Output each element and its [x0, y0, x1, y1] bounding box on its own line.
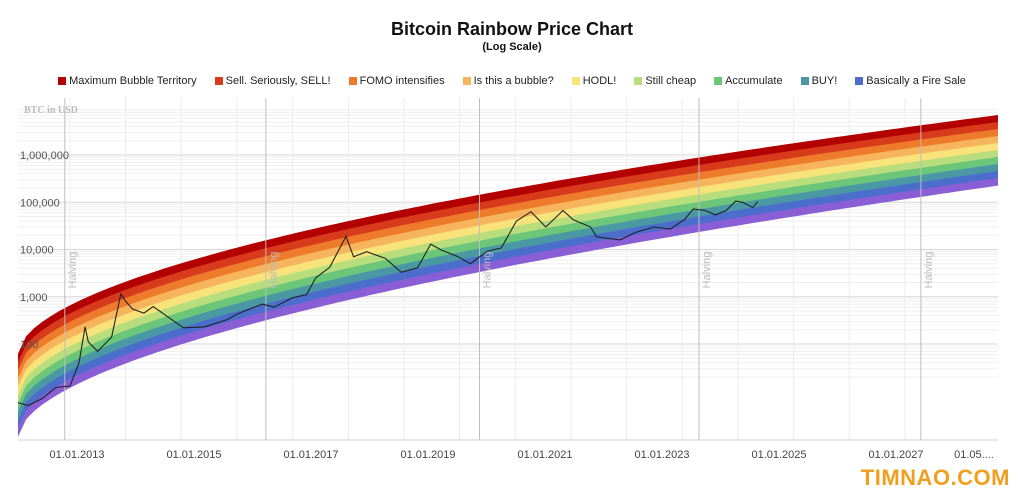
- x-tick-label: 01.01.2027: [868, 449, 923, 461]
- watermark: TIMNAO.COM: [860, 465, 1010, 490]
- halving-label: Halving: [67, 252, 79, 289]
- legend-label: Accumulate: [725, 75, 783, 87]
- legend-swatch: [800, 77, 809, 85]
- legend-label: Is this a bubble?: [473, 75, 554, 87]
- legend-swatch: [214, 77, 223, 85]
- halving-label: Halving: [268, 252, 280, 289]
- halving-label: Halving: [923, 252, 935, 289]
- legend-item-accumulate[interactable]: Accumulate: [714, 75, 783, 87]
- legend-item-still-cheap[interactable]: Still cheap: [634, 75, 696, 87]
- x-tick-label: 01.01.2021: [517, 449, 572, 461]
- y-tick-label: 100: [20, 339, 38, 351]
- y-tick-label: 100,000: [20, 197, 60, 209]
- y-tick-label: 10,000: [20, 245, 54, 257]
- x-tick-label: 01.01.2013: [49, 449, 104, 461]
- x-tick-label: 01.01.2019: [400, 449, 455, 461]
- halving-label: Halving: [701, 252, 713, 289]
- legend-swatch: [571, 77, 580, 85]
- x-tick-label: 01.01.2023: [634, 449, 689, 461]
- legend-label: Still cheap: [645, 75, 697, 87]
- legend-swatch: [348, 77, 357, 85]
- chart-subtitle: (Log Scale): [482, 41, 542, 53]
- legend-item-fire-sale[interactable]: Basically a Fire Sale: [855, 75, 966, 87]
- x-tick-label: 01.01.2025: [751, 449, 806, 461]
- legend-item-maximum-bubble[interactable]: Maximum Bubble Territory: [58, 75, 197, 87]
- y-tick-label: 1,000: [20, 292, 48, 304]
- y-tick-label: 1,000,000: [20, 150, 69, 162]
- legend: Maximum Bubble Territory Sell. Seriously…: [0, 75, 1024, 87]
- legend-label: FOMO intensifies: [359, 75, 445, 87]
- legend-swatch: [58, 77, 67, 85]
- legend-label: Sell. Seriously, SELL!: [225, 75, 331, 87]
- x-tick-label: 01.01.2015: [166, 449, 221, 461]
- x-tick-label: 01.01.2017: [283, 449, 338, 461]
- legend-label: Basically a Fire Sale: [866, 75, 966, 87]
- legend-swatch: [462, 77, 471, 85]
- legend-label: BUY!: [811, 75, 838, 87]
- legend-item-sell[interactable]: Sell. Seriously, SELL!: [214, 75, 331, 87]
- legend-swatch: [634, 77, 643, 85]
- legend-item-buy[interactable]: BUY!: [800, 75, 838, 87]
- legend-item-hodl[interactable]: HODL!: [571, 75, 617, 87]
- halving-label: Halving: [482, 252, 494, 289]
- x-tick-label: 01.05....: [954, 449, 994, 461]
- price-line: [18, 200, 759, 407]
- chart-title: Bitcoin Rainbow Price Chart: [390, 19, 634, 39]
- legend-item-fomo[interactable]: FOMO intensifies: [348, 75, 445, 87]
- legend-swatch: [855, 77, 864, 85]
- legend-swatch: [714, 77, 723, 85]
- y-axis-title: BTC in USD: [24, 105, 78, 116]
- legend-item-bubble-question[interactable]: Is this a bubble?: [462, 75, 554, 87]
- legend-label: Maximum Bubble Territory: [69, 75, 197, 87]
- legend-label: HODL!: [582, 75, 617, 87]
